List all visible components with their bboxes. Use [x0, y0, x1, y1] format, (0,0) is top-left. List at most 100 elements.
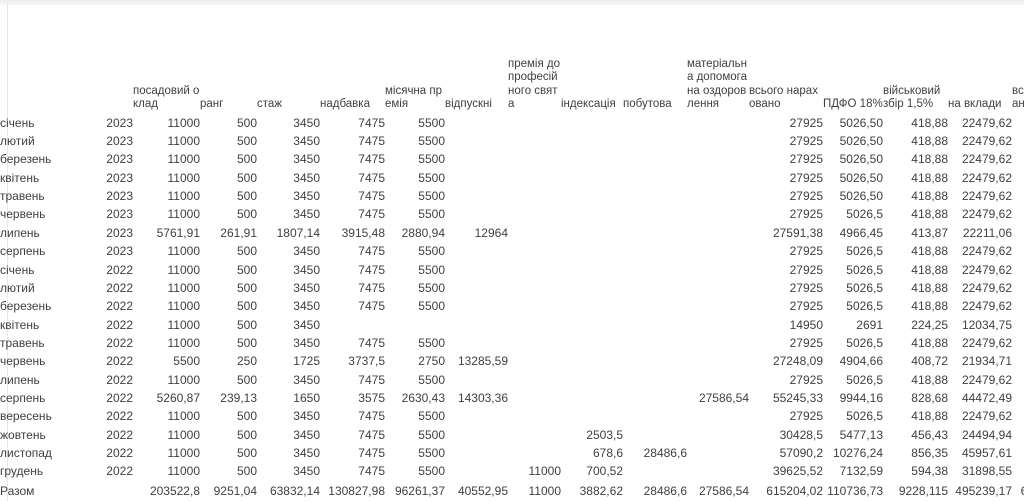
cell-viyskovyi-zbir[interactable]: 828,68	[911, 390, 948, 405]
cell-misyachna-premiya[interactable]: 2750	[418, 354, 445, 369]
cell-vidpuskni[interactable]	[445, 204, 508, 222]
cell-pdfo[interactable]: 5026,5	[846, 262, 883, 277]
cell-misyachna-premiya[interactable]: 5500	[418, 152, 445, 167]
cell-vsogo-narahovano[interactable]: 27925	[789, 372, 823, 387]
cell-nadbavka[interactable]: 7475	[358, 262, 385, 277]
cell-materialna-dopomoga[interactable]	[687, 259, 749, 277]
cell-materialna-dopomoga[interactable]	[687, 295, 749, 313]
cell-vsogo-narahovano[interactable]: 27925	[789, 299, 823, 314]
cell-viyskovyi-zbir[interactable]: 418,88	[911, 134, 948, 149]
cell-viyskovyi-zbir[interactable]: 418,88	[911, 189, 948, 204]
cell-na-vklady[interactable]: 22479,62	[961, 189, 1012, 204]
cell-viyskovyi-zbir[interactable]: 418,88	[911, 335, 948, 350]
cell-vidpuskni[interactable]: 14303,36	[457, 390, 508, 405]
cell-misyachna-premiya[interactable]: 5500	[418, 170, 445, 185]
cell-materialna-dopomoga[interactable]: 27586,54	[698, 390, 749, 405]
cell-materialna-dopomoga[interactable]	[687, 112, 749, 130]
cell-vsogo-utrymano[interactable]: 27925	[1012, 112, 1024, 130]
cell-misyachna-premiya[interactable]: 5500	[418, 445, 445, 460]
cell-materialna-dopomoga[interactable]	[687, 149, 749, 167]
cell-year[interactable]: 2023	[106, 152, 133, 167]
cell-rang[interactable]: 500	[236, 299, 257, 314]
cell-year[interactable]: 2022	[106, 427, 133, 442]
cell-premiya-do-svyata[interactable]	[508, 332, 561, 350]
cell-month[interactable]: липень	[0, 372, 40, 387]
cell-nadbavka[interactable]: 3575	[358, 390, 385, 405]
cell-pobutova[interactable]	[623, 369, 687, 387]
cell-rang[interactable]: 500	[236, 115, 257, 130]
cell-na-vklady[interactable]: 22479,62	[961, 409, 1012, 424]
cell-indeksatsiya[interactable]	[561, 406, 623, 424]
cell-vsogo-narahovano[interactable]: 27925	[789, 335, 823, 350]
cell-indeksatsiya[interactable]	[561, 204, 623, 222]
cell-year[interactable]: 2023	[106, 189, 133, 204]
cell-materialna-dopomoga[interactable]	[687, 314, 749, 332]
cell-vidpuskni[interactable]	[445, 424, 508, 442]
cell-posadovyi-oklad[interactable]: 11000	[167, 115, 200, 130]
cell-na-vklady[interactable]: 22479,62	[961, 170, 1012, 185]
cell-vsogo-utrymano[interactable]: 27591,38	[1012, 222, 1024, 240]
cell-pdfo[interactable]: 10276,24	[832, 445, 883, 460]
cell-na-vklady[interactable]: 22211,06	[962, 225, 1012, 240]
cell-misyachna-premiya[interactable]: 2630,43	[401, 390, 445, 405]
cell-year[interactable]: 2023	[106, 225, 133, 240]
cell-pobutova[interactable]	[623, 204, 687, 222]
cell-vsogo-narahovano[interactable]: 615204,02	[766, 483, 823, 498]
cell-indeksatsiya[interactable]	[561, 350, 623, 368]
cell-nadbavka[interactable]: 130827,98	[328, 483, 385, 498]
cell-vidpuskni[interactable]	[445, 112, 508, 130]
cell-stazh[interactable]: 1807,14	[276, 225, 320, 240]
cell-nadbavka[interactable]: 7475	[358, 152, 385, 167]
cell-premiya-do-svyata[interactable]	[508, 314, 561, 332]
cell-viyskovyi-zbir[interactable]: 9228,115	[898, 483, 948, 498]
cell-nadbavka[interactable]: 7475	[358, 464, 385, 479]
cell-rang[interactable]: 500	[236, 464, 257, 479]
cell-vsogo-narahovano[interactable]: 27925	[789, 134, 823, 149]
cell-stazh[interactable]: 3450	[293, 445, 320, 460]
cell-stazh[interactable]: 3450	[293, 115, 320, 130]
cell-misyachna-premiya[interactable]: 5500	[418, 299, 445, 314]
cell-materialna-dopomoga[interactable]	[687, 204, 749, 222]
cell-vsogo-narahovano[interactable]: 39625,52	[772, 464, 823, 479]
cell-nadbavka[interactable]: 7475	[358, 189, 385, 204]
cell-pobutova[interactable]: 28486,6	[643, 445, 687, 460]
cell-rang[interactable]: 500	[236, 189, 257, 204]
cell-indeksatsiya[interactable]	[561, 295, 623, 313]
cell-nadbavka[interactable]: 3915,48	[341, 225, 385, 240]
cell-materialna-dopomoga[interactable]	[687, 332, 749, 350]
cell-month[interactable]: квітень	[0, 170, 40, 185]
cell-vidpuskni[interactable]	[445, 130, 508, 148]
cell-month[interactable]: квітень	[0, 317, 40, 332]
cell-month[interactable]: грудень	[0, 464, 44, 479]
cell-rang[interactable]: 500	[236, 427, 257, 442]
cell-materialna-dopomoga[interactable]	[687, 350, 749, 368]
cell-pdfo[interactable]: 5026,5	[846, 280, 883, 295]
cell-stazh[interactable]: 3450	[293, 409, 320, 424]
cell-misyachna-premiya[interactable]: 5500	[418, 262, 445, 277]
cell-pdfo[interactable]: 110736,73	[827, 483, 883, 498]
cell-year[interactable]: 2023	[106, 244, 133, 259]
cell-stazh[interactable]: 3450	[293, 427, 320, 442]
cell-premiya-do-svyata[interactable]	[508, 167, 561, 185]
cell-na-vklady[interactable]: 495239,17	[955, 483, 1012, 498]
cell-viyskovyi-zbir[interactable]: 408,72	[911, 354, 948, 369]
cell-nadbavka[interactable]: 7475	[358, 335, 385, 350]
cell-year[interactable]: 2022	[106, 299, 133, 314]
cell-vsogo-narahovano[interactable]: 27591,38	[772, 225, 823, 240]
cell-nadbavka[interactable]: 7475	[358, 372, 385, 387]
cell-posadovyi-oklad[interactable]: 11000	[167, 262, 200, 277]
cell-month[interactable]: березень	[0, 152, 52, 167]
cell-indeksatsiya[interactable]	[561, 112, 623, 130]
cell-materialna-dopomoga[interactable]	[687, 240, 749, 258]
cell-posadovyi-oklad[interactable]: 11000	[167, 445, 200, 460]
cell-posadovyi-oklad[interactable]: 11000	[167, 207, 200, 222]
cell-indeksatsiya[interactable]	[561, 185, 623, 203]
cell-vsogo-narahovano[interactable]: 27925	[789, 244, 823, 259]
cell-vidpuskni[interactable]	[445, 149, 508, 167]
cell-vsogo-narahovano[interactable]: 27925	[789, 409, 823, 424]
cell-year[interactable]	[93, 479, 133, 498]
cell-pobutova[interactable]	[623, 185, 687, 203]
cell-year[interactable]: 2023	[106, 170, 133, 185]
cell-materialna-dopomoga[interactable]	[687, 406, 749, 424]
cell-rang[interactable]: 500	[236, 409, 257, 424]
